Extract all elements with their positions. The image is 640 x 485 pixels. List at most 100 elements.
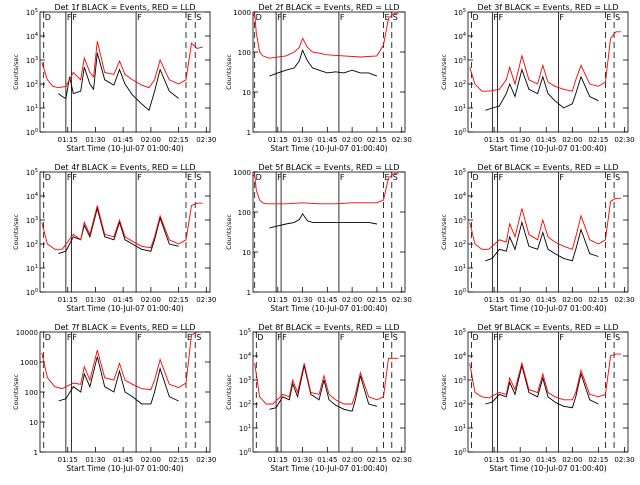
y-tick-label: 1 bbox=[247, 129, 251, 137]
x-axis-label: Start Time (10-Jul-07 01:00:40) bbox=[270, 144, 387, 153]
marker-label-F: F bbox=[499, 173, 504, 182]
marker-label-F: F bbox=[282, 173, 287, 182]
y-tick-label: 105 bbox=[454, 328, 466, 337]
y-tick-label: 103 bbox=[26, 216, 38, 225]
marker-label-F: F bbox=[72, 13, 77, 22]
y-axis-label: Counts/sec bbox=[225, 374, 233, 410]
marker-label-F: F bbox=[137, 173, 142, 182]
y-tick-label: 103 bbox=[454, 56, 466, 65]
marker-label-E: E bbox=[187, 13, 192, 22]
x-tick-label: 01:15 bbox=[268, 136, 288, 144]
y-tick-label: 1000 bbox=[20, 359, 38, 367]
y-tick-label: 101 bbox=[26, 104, 38, 113]
y-tick-label: 105 bbox=[239, 328, 251, 337]
series-events bbox=[58, 52, 179, 112]
marker-label-F: F bbox=[67, 173, 72, 182]
marker-label-E: E bbox=[606, 13, 611, 22]
y-tick-label: 103 bbox=[26, 56, 38, 65]
y-tick-label: 102 bbox=[454, 240, 466, 249]
series-lld bbox=[469, 31, 621, 92]
y-tick-label: 1 bbox=[247, 289, 251, 297]
x-tick-label: 02:15 bbox=[367, 296, 387, 304]
y-tick-label: 104 bbox=[454, 352, 466, 361]
marker-label-F: F bbox=[493, 333, 498, 342]
series-events bbox=[58, 206, 179, 255]
marker-label-S: S bbox=[196, 173, 201, 182]
series-lld bbox=[253, 172, 399, 205]
marker-label-S: S bbox=[615, 173, 620, 182]
panel-title: Det 7f BLACK = Events, RED = LLD bbox=[54, 323, 195, 332]
plot-frame bbox=[252, 331, 406, 453]
series-lld bbox=[469, 197, 621, 250]
x-tick-label: 01:30 bbox=[292, 456, 312, 464]
marker-label-F: F bbox=[72, 333, 77, 342]
x-tick-label: 02:00 bbox=[141, 296, 161, 304]
marker-label-D: D bbox=[45, 333, 51, 342]
x-tick-label: 01:30 bbox=[85, 296, 105, 304]
x-tick-label: 01:15 bbox=[268, 296, 288, 304]
marker-label-F: F bbox=[67, 333, 72, 342]
panel-title: Det 4f BLACK = Events, RED = LLD bbox=[54, 163, 195, 172]
y-tick-label: 100 bbox=[454, 128, 466, 137]
y-tick-label: 1 bbox=[34, 449, 38, 457]
x-tick-label: 01:45 bbox=[536, 456, 556, 464]
marker-label-D: D bbox=[256, 173, 262, 182]
x-tick-label: 02:30 bbox=[614, 456, 634, 464]
marker-label-S: S bbox=[196, 13, 201, 22]
y-axis-label: Counts/sec bbox=[12, 374, 20, 410]
x-tick-label: 02:15 bbox=[588, 456, 608, 464]
x-axis-label: Start Time (10-Jul-07 01:00:40) bbox=[270, 464, 387, 473]
series-lld bbox=[254, 357, 399, 405]
y-tick-label: 104 bbox=[26, 192, 38, 201]
marker-label-E: E bbox=[187, 173, 192, 182]
marker-label-S: S bbox=[393, 333, 398, 342]
x-tick-label: 02:00 bbox=[342, 296, 362, 304]
marker-label-D: D bbox=[45, 173, 51, 182]
x-tick-label: 02:15 bbox=[367, 456, 387, 464]
y-tick-label: 100 bbox=[238, 209, 251, 217]
marker-label-F: F bbox=[499, 333, 504, 342]
panel-title: Det 3f BLACK = Events, RED = LLD bbox=[477, 3, 618, 12]
series-events bbox=[269, 49, 378, 77]
x-tick-label: 02:15 bbox=[168, 136, 188, 144]
panel-title: Det 9f BLACK = Events, RED = LLD bbox=[477, 323, 618, 332]
y-tick-label: 100 bbox=[454, 448, 466, 457]
x-tick-label: 02:30 bbox=[196, 456, 216, 464]
x-tick-label: 02:30 bbox=[614, 296, 634, 304]
series-lld bbox=[41, 332, 203, 391]
y-axis-label: Counts/sec bbox=[12, 54, 20, 90]
x-tick-label: 01:45 bbox=[536, 136, 556, 144]
marker-label-D: D bbox=[256, 13, 262, 22]
y-tick-label: 104 bbox=[454, 192, 466, 201]
x-tick-label: 01:45 bbox=[113, 296, 133, 304]
x-axis-label: Start Time (10-Jul-07 01:00:40) bbox=[489, 144, 606, 153]
y-tick-label: 10000 bbox=[16, 329, 38, 337]
y-tick-label: 102 bbox=[26, 240, 38, 249]
panel-title: Det 8f BLACK = Events, RED = LLD bbox=[258, 323, 399, 332]
x-tick-label: 02:15 bbox=[588, 136, 608, 144]
y-tick-label: 105 bbox=[26, 168, 38, 177]
y-tick-label: 104 bbox=[26, 32, 38, 41]
y-tick-label: 101 bbox=[239, 424, 251, 433]
y-tick-label: 100 bbox=[238, 49, 251, 57]
x-tick-label: 01:45 bbox=[317, 456, 337, 464]
y-tick-label: 101 bbox=[454, 424, 466, 433]
y-tick-label: 100 bbox=[239, 448, 251, 457]
x-tick-label: 01:30 bbox=[510, 456, 530, 464]
y-tick-label: 100 bbox=[26, 288, 38, 297]
x-tick-label: 02:30 bbox=[614, 136, 634, 144]
marker-label-S: S bbox=[615, 333, 620, 342]
marker-label-E: E bbox=[187, 333, 192, 342]
x-tick-label: 02:00 bbox=[141, 456, 161, 464]
x-tick-label: 02:00 bbox=[141, 136, 161, 144]
y-tick-label: 104 bbox=[239, 352, 251, 361]
y-axis-label: Counts/sec bbox=[440, 374, 448, 410]
x-tick-label: 02:30 bbox=[392, 456, 412, 464]
x-tick-label: 01:15 bbox=[484, 136, 504, 144]
x-tick-label: 01:30 bbox=[292, 136, 312, 144]
x-tick-label: 02:00 bbox=[562, 456, 582, 464]
